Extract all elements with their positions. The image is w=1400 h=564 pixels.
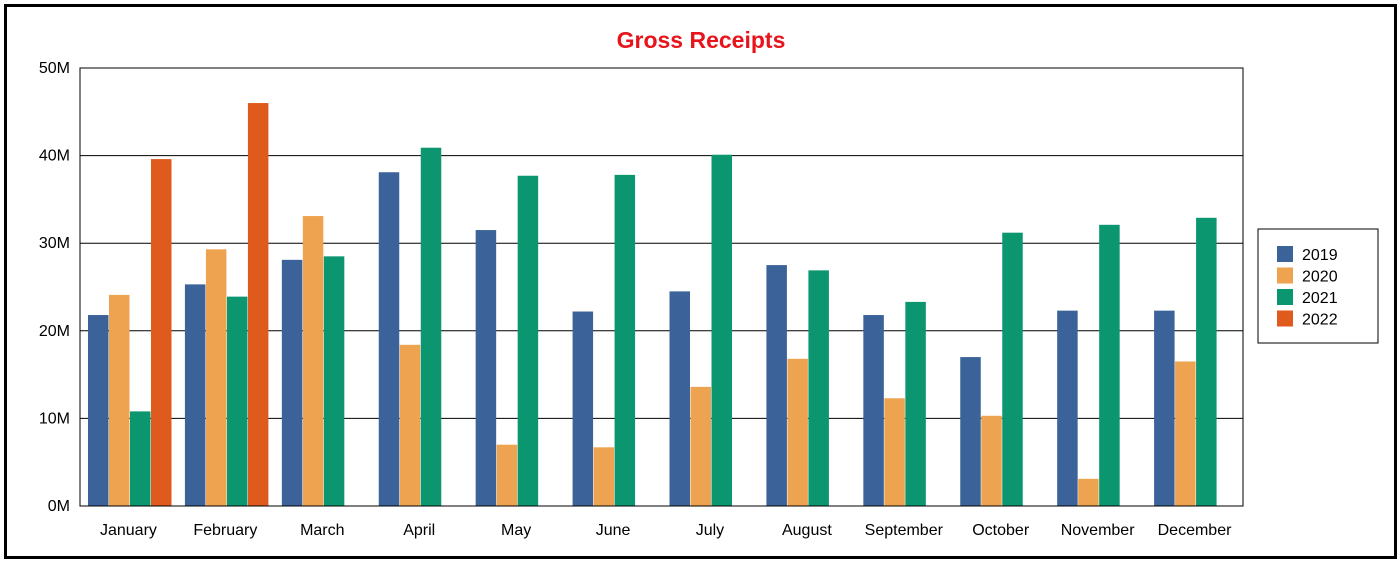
bar-2020-december bbox=[1175, 361, 1196, 506]
bar-2020-february bbox=[205, 249, 227, 506]
bar-2019-january bbox=[88, 315, 109, 506]
bar-2020-july bbox=[690, 386, 711, 506]
bar-2019-november bbox=[1057, 310, 1078, 506]
plot-area-border bbox=[79, 67, 1244, 507]
bar-2022-january bbox=[151, 159, 172, 506]
x-tick-label: August bbox=[782, 522, 832, 539]
bar-2019-september bbox=[863, 315, 884, 506]
bars bbox=[88, 103, 1217, 507]
bar-2020-november bbox=[1078, 478, 1099, 506]
x-tick-label: October bbox=[972, 522, 1030, 539]
bar-2021-july bbox=[711, 154, 732, 506]
y-tick-label: 40M bbox=[39, 148, 70, 165]
bar-2021-january bbox=[130, 411, 151, 506]
legend-label-2021: 2021 bbox=[1302, 290, 1338, 307]
bar-2021-april bbox=[420, 147, 442, 506]
y-tick-label: 50M bbox=[39, 60, 70, 77]
bar-2021-september bbox=[905, 301, 926, 506]
bar-2021-june bbox=[614, 174, 636, 506]
bar-2020-september bbox=[884, 398, 905, 506]
x-tick-label: July bbox=[696, 522, 724, 539]
bar-2019-april bbox=[378, 172, 400, 506]
y-axis-ticks: 0M 10M 20M 30M 40M 50M bbox=[39, 60, 70, 515]
chart-frame: Gross Receipts 0M 10M 20M 30M 40M 50M January… bbox=[4, 4, 1397, 559]
legend-swatch-2019 bbox=[1277, 246, 1293, 262]
chart-title: Gross Receipts bbox=[617, 27, 786, 53]
x-tick-label: June bbox=[596, 522, 631, 539]
x-tick-label: April bbox=[403, 522, 435, 539]
bar-2021-february bbox=[226, 296, 248, 506]
legend-label-2019: 2019 bbox=[1302, 247, 1338, 264]
y-tick-label: 0M bbox=[48, 498, 70, 515]
bar-2022-february bbox=[247, 103, 269, 506]
bar-2019-march bbox=[281, 259, 303, 506]
gross-receipts-chart: Gross Receipts 0M 10M 20M 30M 40M 50M January… bbox=[39, 27, 1379, 539]
legend-swatch-2021 bbox=[1277, 289, 1293, 305]
y-tick-label: 10M bbox=[39, 410, 70, 427]
x-axis-ticks: January February March April May June July Augu… bbox=[100, 522, 1232, 539]
bar-2020-june bbox=[593, 447, 615, 506]
bar-2020-october bbox=[981, 415, 1002, 506]
bar-2021-august bbox=[808, 270, 829, 506]
bar-2020-january bbox=[109, 294, 130, 506]
y-tick-label: 30M bbox=[39, 235, 70, 252]
x-tick-label: September bbox=[865, 522, 944, 539]
bar-2019-october bbox=[960, 357, 981, 506]
x-tick-label: November bbox=[1061, 522, 1135, 539]
x-tick-label: May bbox=[501, 522, 531, 539]
bar-2020-april bbox=[399, 344, 421, 506]
y-tick-label: 20M bbox=[39, 323, 70, 340]
legend-swatch-2022 bbox=[1277, 310, 1293, 327]
legend-label-2020: 2020 bbox=[1302, 269, 1338, 286]
bar-2021-march bbox=[323, 256, 345, 506]
bar-2019-february bbox=[184, 284, 206, 506]
x-tick-label: March bbox=[300, 522, 344, 539]
legend: 2019 2020 2021 2022 bbox=[1257, 228, 1379, 344]
bar-2021-october bbox=[1002, 232, 1023, 507]
bar-2020-march bbox=[302, 216, 324, 506]
bar-2021-december bbox=[1196, 217, 1217, 506]
bar-2020-may bbox=[496, 444, 518, 506]
bar-2021-november bbox=[1099, 224, 1120, 506]
legend-swatch-2020 bbox=[1277, 267, 1293, 284]
bar-2019-june bbox=[572, 311, 594, 506]
bar-2019-may bbox=[475, 230, 497, 506]
x-tick-label: February bbox=[193, 522, 257, 539]
bar-2019-august bbox=[766, 265, 787, 506]
bar-2020-august bbox=[787, 358, 808, 506]
x-tick-label: January bbox=[100, 522, 157, 539]
x-tick-label: December bbox=[1158, 522, 1232, 539]
bar-2019-july bbox=[669, 291, 690, 506]
legend-label-2022: 2022 bbox=[1302, 312, 1338, 329]
bar-2021-may bbox=[517, 175, 539, 507]
bar-2019-december bbox=[1154, 310, 1175, 506]
